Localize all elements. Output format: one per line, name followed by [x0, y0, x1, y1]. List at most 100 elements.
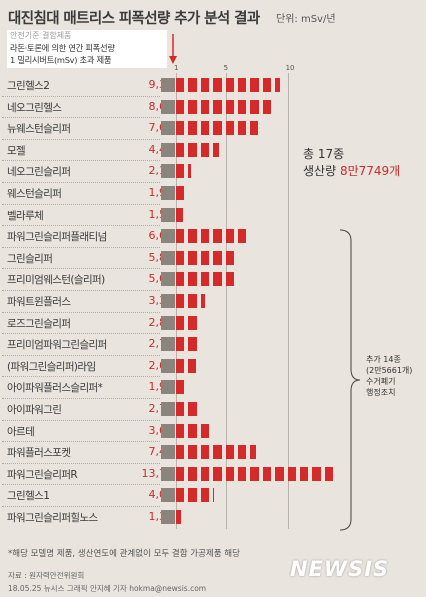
bar-row: 프리미엄웨스턴(슬리퍼)5,65 — [0, 268, 426, 290]
safety-threshold-marker — [161, 488, 175, 503]
bar-segment — [262, 466, 272, 481]
safety-threshold-marker — [161, 294, 175, 308]
bar-segment — [200, 445, 210, 460]
row-divider — [2, 268, 160, 270]
bar-segment — [324, 466, 334, 481]
bar-segment — [213, 488, 214, 503]
bar — [176, 142, 426, 157]
safety-threshold-marker — [161, 445, 175, 460]
bar-row: 그린헬스29,35 — [0, 74, 426, 96]
bar-segment — [188, 250, 197, 265]
bar-row: 그린슬리퍼5,84 — [0, 247, 426, 269]
bar-segment — [250, 466, 259, 481]
bar-segment — [188, 358, 197, 373]
safety-threshold-marker — [161, 510, 175, 524]
bar — [176, 186, 426, 200]
bar-segment — [176, 272, 185, 287]
bar-segment — [188, 337, 197, 352]
unit-label: 단위: mSv/년 — [276, 14, 336, 25]
x-tick-label: 10 — [285, 64, 295, 72]
bar-segment — [176, 294, 185, 308]
bar-segment — [176, 488, 185, 503]
credit-label: 18.05.25 뉴시스 그래픽 안지혜 기자 hokma@newsis.com — [8, 584, 207, 593]
bar-row: (파워그린슬리퍼)라임2,62 — [0, 355, 426, 377]
bar-segment — [200, 229, 210, 244]
legend-line-2: 1 밀리시버트(mSv) 초과 제품 — [10, 55, 112, 65]
safety-threshold-marker — [161, 358, 175, 373]
legend-heading: 안전기준 결함제품 — [10, 31, 72, 40]
row-divider — [2, 419, 160, 421]
safety-threshold-marker — [161, 423, 175, 438]
bar-row: 네오그린헬스8,69 — [0, 96, 426, 118]
bar-segment — [213, 229, 222, 244]
category-label: 파워플러스포켓 — [7, 447, 71, 460]
row-divider — [2, 203, 160, 205]
safety-threshold-marker — [161, 466, 175, 481]
bar — [176, 294, 426, 308]
row-divider — [2, 290, 160, 291]
bar-segment — [176, 445, 185, 460]
safety-threshold-marker — [161, 229, 175, 244]
category-label: 모젤 — [7, 144, 26, 157]
bar-row: 아이파워플러스슬리퍼*1,90 — [0, 376, 426, 398]
bar-segment — [213, 121, 222, 136]
category-label: 아르테 — [7, 425, 35, 438]
bar-segment — [176, 402, 185, 416]
bar-segment — [188, 78, 197, 92]
bar-segment — [188, 272, 197, 287]
row-divider — [2, 354, 160, 356]
category-label: 뉴웨스턴슬리퍼 — [7, 123, 71, 136]
safety-threshold-marker — [161, 315, 175, 330]
bar-segment — [176, 337, 185, 352]
bar-segment — [225, 250, 234, 265]
bar-segment — [225, 272, 234, 287]
category-label: 파워그린슬리퍼힐노스 — [7, 512, 98, 524]
row-divider — [2, 117, 160, 119]
bar-segment — [287, 466, 296, 481]
category-label: 파워트윈플러스 — [7, 296, 71, 308]
bar-segment — [262, 99, 272, 114]
safety-threshold-marker — [161, 250, 175, 265]
legend-box — [7, 30, 167, 68]
bar — [176, 164, 426, 179]
bar — [176, 510, 426, 524]
bar-segment — [225, 78, 234, 92]
bar-segment — [176, 358, 185, 373]
category-label: 그린헬스1 — [7, 490, 50, 503]
chart-title: 대진침대 매트리스 피폭선량 추가 분석 결과 — [8, 11, 260, 27]
bar-row: 파워그린슬리퍼R 13,74 — [0, 463, 426, 485]
bar-segment — [238, 229, 246, 244]
bar-segment — [250, 78, 259, 92]
category-label: 그린슬리퍼 — [7, 252, 53, 265]
bar-segment — [238, 445, 247, 460]
category-label: 그린헬스2 — [7, 80, 50, 92]
bar-segment — [188, 229, 197, 244]
bar-row: 뉴웨스턴슬리퍼7,60 — [0, 117, 426, 139]
category-label: 로즈그린슬리퍼 — [7, 317, 71, 330]
bar-segment — [200, 294, 206, 308]
row-divider — [2, 182, 160, 183]
bar-segment — [200, 466, 210, 481]
bar — [176, 99, 426, 114]
bar-segment — [176, 315, 185, 330]
bar-segment — [275, 466, 284, 481]
legend-line-1: 라돈·토론에 의한 연간 피폭선량 — [10, 43, 115, 53]
bar-segment — [213, 445, 222, 460]
bar-row: 파워플러스포켓7,48 — [0, 441, 426, 463]
footnote: *해당 모델명 제품, 생산연도에 관계없이 모두 결함 가공제품 해당 — [8, 549, 240, 559]
category-label: 프리미엄파워그린슬리퍼 — [7, 339, 107, 352]
bar-row: 그린헬스14,06 — [0, 484, 426, 506]
bar-segment — [213, 78, 222, 92]
bar-segment — [176, 78, 185, 92]
category-label: 프리미엄웨스턴(슬리퍼) — [7, 274, 105, 287]
safety-threshold-marker — [161, 207, 175, 222]
bar-segment — [176, 142, 185, 157]
bar-segment — [250, 121, 258, 136]
safety-threshold-marker — [161, 78, 175, 92]
category-label: 네오그린슬리퍼 — [7, 166, 71, 179]
production-count: 8만7749개 — [339, 164, 401, 178]
safety-threshold-marker — [161, 142, 175, 157]
bar-row: 모젤4,45 — [0, 139, 426, 161]
bar-segment — [200, 99, 210, 114]
recall-line: 추가 14종 — [366, 355, 401, 364]
